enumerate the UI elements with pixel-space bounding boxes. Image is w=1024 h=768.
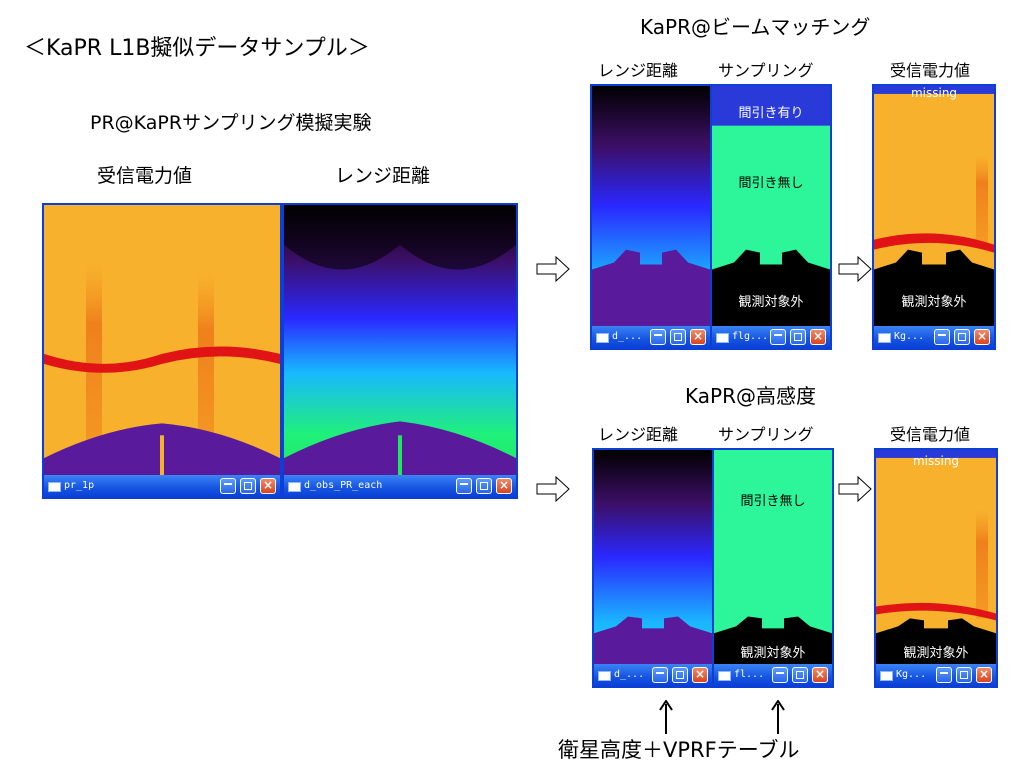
beam-sampling-plot <box>712 86 830 326</box>
window-taskbar: Kg... × <box>876 664 996 686</box>
open-arrow-icon <box>536 476 570 502</box>
bottom-label: 衛星高度＋VPRFテーブル <box>558 738 800 762</box>
not-thinned-overlay: 間引き無し <box>740 494 806 509</box>
high-label-power: 受信電力値 <box>890 425 971 444</box>
window-taskbar: fl... × <box>714 664 832 686</box>
thinned-overlay: 間引き有り <box>738 106 804 121</box>
beam-range-plot <box>592 86 710 326</box>
high-sampling-window[interactable]: 間引き無し 観測対象外 fl... × <box>712 448 834 688</box>
window-icon <box>48 482 61 492</box>
maximize-icon[interactable] <box>476 478 492 494</box>
window-title: Kg... <box>894 331 925 342</box>
received-power-plot <box>44 205 280 475</box>
high-range-window[interactable]: d_... × <box>592 448 714 688</box>
beam-section-title: KaPR@ビームマッチング <box>640 15 871 39</box>
minimize-icon[interactable] <box>220 478 236 494</box>
window-taskbar: Kg... × <box>874 326 994 348</box>
up-arrow-icon <box>771 700 785 734</box>
window-icon <box>288 482 301 492</box>
window-title: pr_1p <box>64 480 95 491</box>
window-taskbar: d_obs_PR_each × <box>284 475 516 497</box>
close-icon[interactable]: × <box>692 667 708 683</box>
high-label-range: レンジ距離 <box>598 425 679 444</box>
high-power-window[interactable]: missing 観測対象外 Kg... × <box>874 448 998 688</box>
maximize-icon[interactable] <box>240 478 256 494</box>
open-arrow-icon <box>838 256 872 282</box>
out-of-observation-overlay: 観測対象外 <box>738 295 804 310</box>
window-icon <box>716 333 729 343</box>
missing-overlay: missing <box>912 454 960 468</box>
left-section-title: PR@KaPRサンプリング模擬実験 <box>90 112 372 134</box>
maximize-icon[interactable] <box>670 329 686 345</box>
window-taskbar: flg... × <box>712 326 830 348</box>
minimize-icon[interactable] <box>652 667 668 683</box>
minimize-icon[interactable] <box>650 329 666 345</box>
beam-power-window[interactable]: missing 観測対象外 Kg... × <box>872 84 996 350</box>
window-title: d_obs_PR_each <box>304 480 383 491</box>
window-title: Kg... <box>896 669 927 680</box>
out-of-observation-overlay: 観測対象外 <box>901 295 967 310</box>
close-icon[interactable]: × <box>812 667 828 683</box>
high-sampling-plot <box>714 450 832 664</box>
maximize-icon[interactable] <box>954 329 970 345</box>
high-range-plot <box>594 450 712 664</box>
window-title: d_... <box>612 331 643 342</box>
high-power-plot <box>876 450 996 664</box>
beam-label-sampling: サンプリング <box>718 61 814 80</box>
minimize-icon[interactable] <box>772 667 788 683</box>
maximize-icon[interactable] <box>956 667 972 683</box>
open-arrow-icon <box>838 476 872 502</box>
window-title: flg... <box>732 331 769 342</box>
close-icon[interactable]: × <box>974 329 990 345</box>
window-title: d_... <box>614 669 645 680</box>
out-of-observation-overlay: 観測対象外 <box>903 646 969 661</box>
missing-overlay: missing <box>910 86 958 100</box>
minimize-icon[interactable] <box>936 667 952 683</box>
window-icon <box>598 671 611 681</box>
window-title: fl... <box>734 669 765 680</box>
window-taskbar: pr_1p × <box>44 475 280 497</box>
window-icon <box>718 671 731 681</box>
left-label-range: レンジ距離 <box>335 165 431 187</box>
left-label-power: 受信電力値 <box>97 165 193 187</box>
window-icon <box>880 671 893 681</box>
close-icon[interactable]: × <box>976 667 992 683</box>
range-distance-window-left[interactable]: d_obs_PR_each × <box>282 203 518 499</box>
high-label-sampling: サンプリング <box>718 425 814 444</box>
not-thinned-overlay: 間引き無し <box>738 176 804 191</box>
close-icon[interactable]: × <box>260 478 276 494</box>
maximize-icon[interactable] <box>792 667 808 683</box>
minimize-icon[interactable] <box>770 329 786 345</box>
beam-label-power: 受信電力値 <box>890 61 971 80</box>
up-arrow-icon <box>659 700 673 734</box>
minimize-icon[interactable] <box>456 478 472 494</box>
received-power-window-left[interactable]: pr_1p × <box>42 203 282 499</box>
page-title: ＜KaPR L1B擬似データサンプル＞ <box>24 36 370 61</box>
window-taskbar: d_... × <box>592 326 710 348</box>
close-icon[interactable]: × <box>690 329 706 345</box>
window-icon <box>596 333 609 343</box>
range-distance-plot <box>284 205 516 475</box>
minimize-icon[interactable] <box>934 329 950 345</box>
window-icon <box>878 333 891 343</box>
beam-power-plot <box>874 86 994 326</box>
out-of-observation-overlay: 観測対象外 <box>740 646 806 661</box>
close-icon[interactable]: × <box>810 329 826 345</box>
beam-range-window[interactable]: d_... × <box>590 84 712 350</box>
maximize-icon[interactable] <box>672 667 688 683</box>
beam-label-range: レンジ距離 <box>598 61 679 80</box>
high-section-title: KaPR@高感度 <box>685 384 816 408</box>
beam-sampling-window[interactable]: 間引き有り 間引き無し 観測対象外 flg... × <box>710 84 832 350</box>
close-icon[interactable]: × <box>496 478 512 494</box>
open-arrow-icon <box>536 256 570 282</box>
maximize-icon[interactable] <box>790 329 806 345</box>
window-taskbar: d_... × <box>594 664 712 686</box>
